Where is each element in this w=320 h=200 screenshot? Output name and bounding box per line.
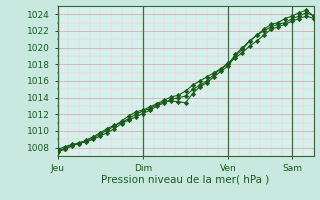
X-axis label: Pression niveau de la mer( hPa ): Pression niveau de la mer( hPa )	[101, 174, 270, 184]
